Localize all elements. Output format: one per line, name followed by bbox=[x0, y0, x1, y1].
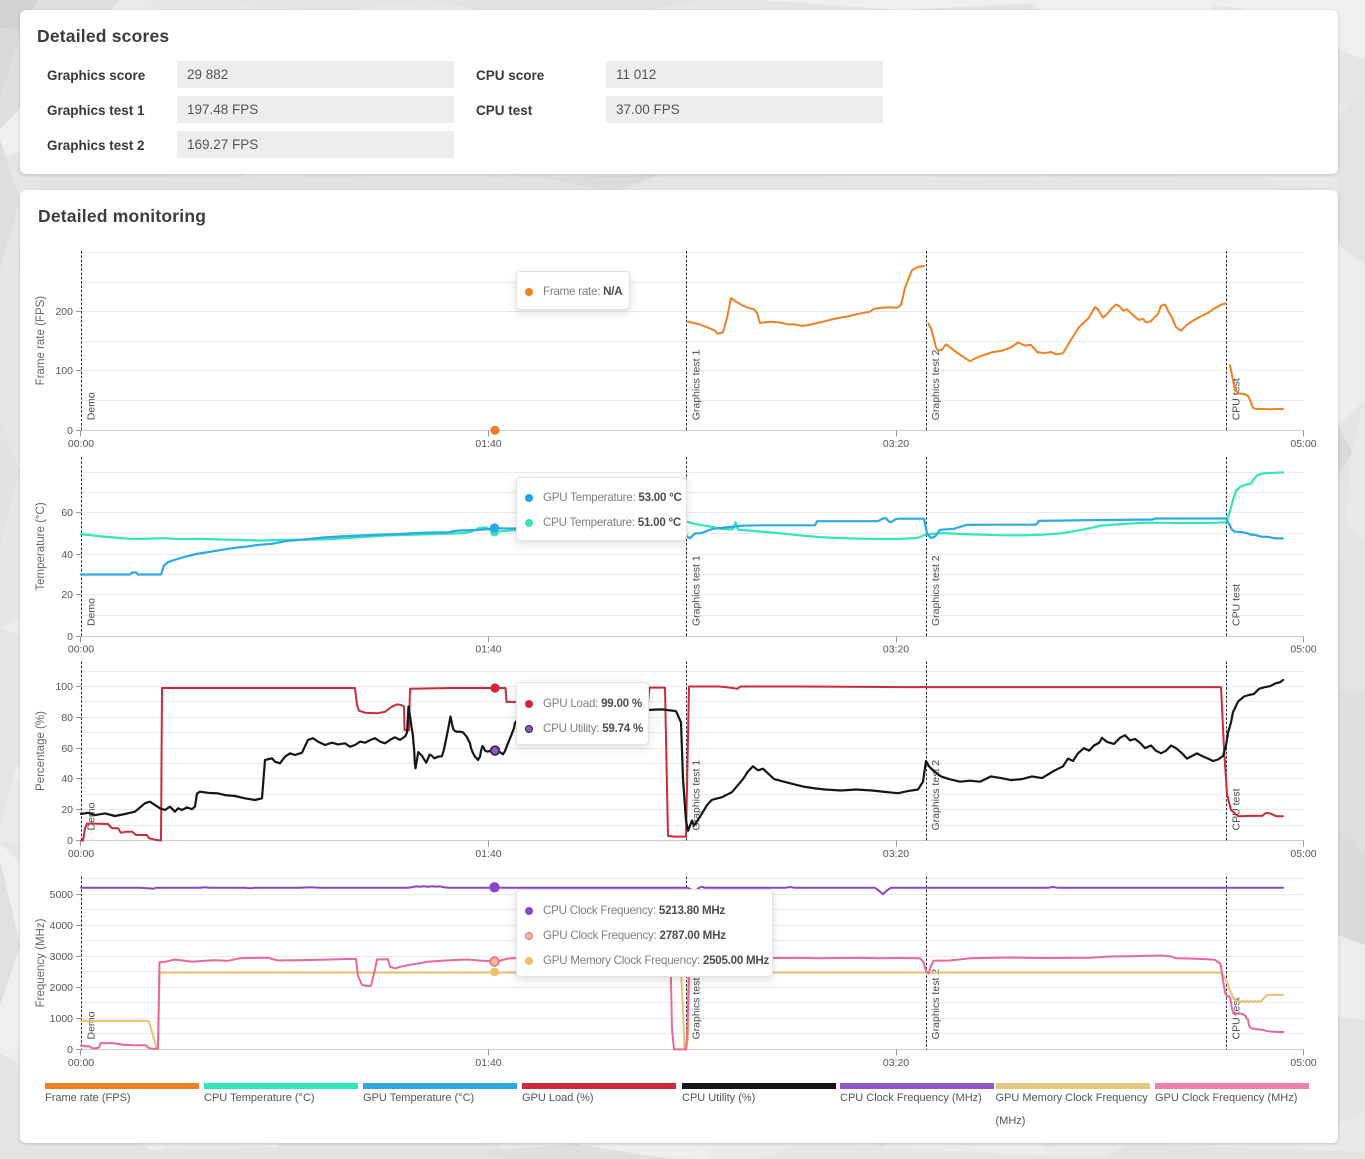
svg-text:Frame rate (FPS): Frame rate (FPS) bbox=[35, 296, 47, 386]
svg-text:00:00: 00:00 bbox=[68, 644, 94, 656]
svg-text:CPU test: CPU test bbox=[1231, 378, 1243, 420]
svg-text:Graphics test 1: Graphics test 1 bbox=[691, 760, 703, 831]
svg-text:60: 60 bbox=[61, 507, 73, 519]
svg-text:100: 100 bbox=[55, 365, 73, 377]
svg-text:Frequency (MHz): Frequency (MHz) bbox=[35, 918, 47, 1007]
svg-text:Percentage (%): Percentage (%) bbox=[35, 711, 47, 791]
svg-text:Graphics test 2: Graphics test 2 bbox=[930, 350, 942, 421]
svg-text:Graphics test 2: Graphics test 2 bbox=[930, 555, 942, 626]
svg-text:01:40: 01:40 bbox=[475, 438, 501, 450]
svg-text:03:20: 03:20 bbox=[883, 644, 909, 656]
svg-text:200: 200 bbox=[55, 306, 73, 318]
svg-text:03:20: 03:20 bbox=[883, 848, 909, 860]
svg-text:20: 20 bbox=[61, 804, 73, 816]
svg-text:40: 40 bbox=[61, 549, 73, 561]
svg-text:00:00: 00:00 bbox=[68, 438, 94, 450]
svg-text:0: 0 bbox=[67, 1044, 73, 1056]
svg-text:Graphics test 1: Graphics test 1 bbox=[691, 555, 703, 626]
svg-text:Demo: Demo bbox=[85, 1011, 97, 1039]
svg-text:01:40: 01:40 bbox=[475, 848, 501, 860]
svg-text:100: 100 bbox=[55, 681, 73, 693]
svg-text:1000: 1000 bbox=[50, 1013, 74, 1025]
svg-text:5000: 5000 bbox=[50, 889, 74, 901]
svg-text:Graphics test 1: Graphics test 1 bbox=[691, 350, 703, 421]
svg-text:Demo: Demo bbox=[85, 598, 97, 626]
svg-text:0: 0 bbox=[67, 425, 73, 437]
svg-text:Demo: Demo bbox=[85, 392, 97, 420]
svg-text:20: 20 bbox=[61, 589, 73, 601]
svg-text:0: 0 bbox=[67, 835, 73, 847]
svg-text:03:20: 03:20 bbox=[883, 1057, 909, 1069]
svg-text:60: 60 bbox=[61, 743, 73, 755]
svg-text:Graphics test 1: Graphics test 1 bbox=[691, 969, 703, 1040]
svg-text:CPU test: CPU test bbox=[1231, 997, 1243, 1039]
svg-text:Demo: Demo bbox=[85, 802, 97, 830]
svg-text:3000: 3000 bbox=[50, 951, 74, 963]
svg-text:Graphics test 2: Graphics test 2 bbox=[930, 969, 942, 1040]
svg-text:2000: 2000 bbox=[50, 982, 74, 994]
svg-text:03:20: 03:20 bbox=[883, 438, 909, 450]
svg-text:01:40: 01:40 bbox=[475, 1057, 501, 1069]
svg-text:05:00: 05:00 bbox=[1290, 848, 1316, 860]
svg-text:01:40: 01:40 bbox=[475, 644, 501, 656]
svg-text:00:00: 00:00 bbox=[68, 1057, 94, 1069]
svg-text:05:00: 05:00 bbox=[1290, 644, 1316, 656]
svg-text:05:00: 05:00 bbox=[1290, 438, 1316, 450]
svg-text:4000: 4000 bbox=[50, 920, 74, 932]
svg-text:Temperature (°C): Temperature (°C) bbox=[35, 502, 47, 590]
svg-text:CPU test: CPU test bbox=[1231, 584, 1243, 626]
svg-text:0: 0 bbox=[67, 631, 73, 643]
svg-text:Graphics test 2: Graphics test 2 bbox=[930, 760, 942, 831]
svg-text:00:00: 00:00 bbox=[68, 848, 94, 860]
svg-text:05:00: 05:00 bbox=[1290, 1057, 1316, 1069]
svg-text:80: 80 bbox=[61, 712, 73, 724]
svg-text:40: 40 bbox=[61, 773, 73, 785]
svg-text:CPU test: CPU test bbox=[1231, 788, 1243, 830]
